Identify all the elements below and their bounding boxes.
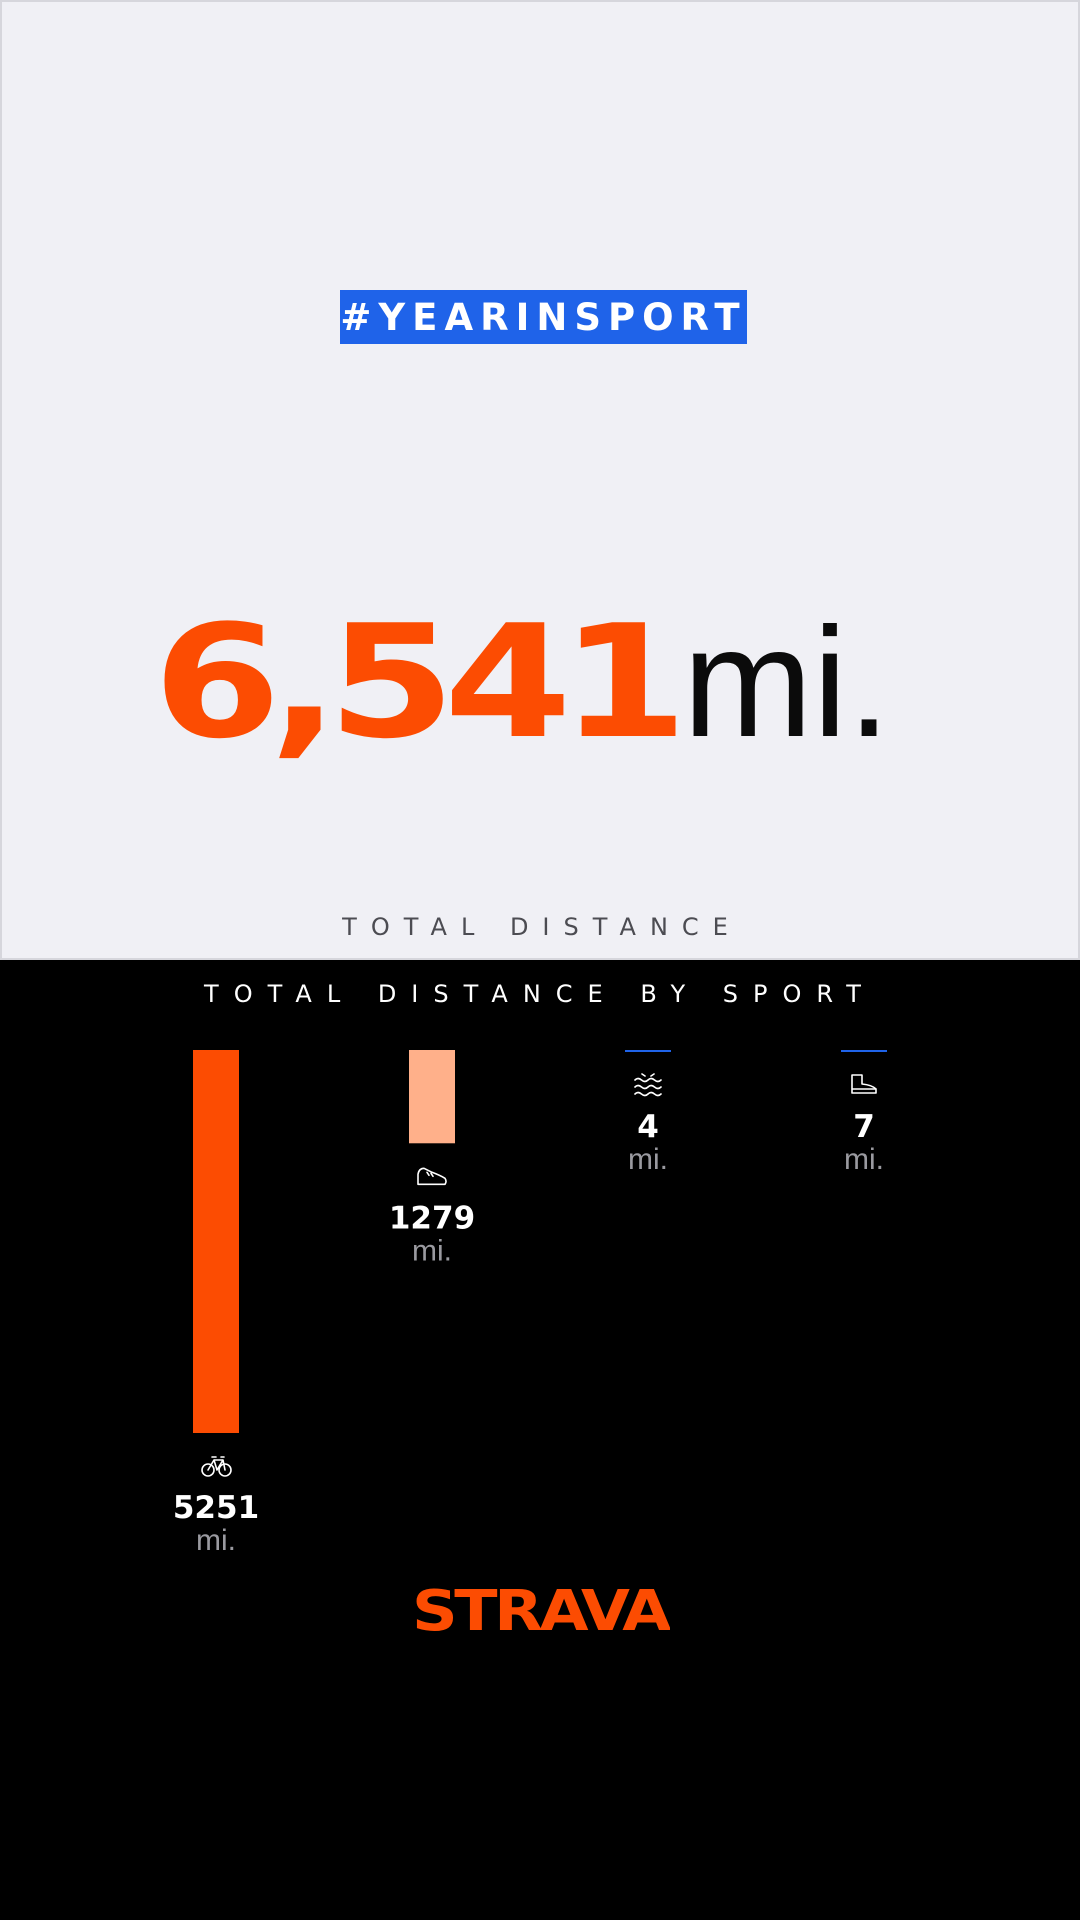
value-label-run: 1279	[389, 1200, 475, 1236]
total-distance-value: 6,541	[153, 591, 688, 773]
strava-logo: STRAVA	[410, 1579, 675, 1644]
value-label-swim: 4	[637, 1109, 659, 1145]
unit-label-run: mi.	[412, 1234, 452, 1267]
value-label-hike: 7	[853, 1109, 875, 1145]
value-label-ride: 5251	[173, 1490, 259, 1526]
bar-ride	[193, 1050, 239, 1433]
bar-swim	[625, 1050, 671, 1052]
bar-run	[409, 1050, 455, 1144]
hero-panel: #YEARINSPORT 6,541mi. TOTAL DISTANCE	[0, 0, 1080, 960]
section-divider	[0, 958, 1080, 960]
unit-label-hike: mi.	[844, 1143, 884, 1176]
unit-label-swim: mi.	[628, 1143, 668, 1176]
boot-icon	[851, 1074, 877, 1094]
bar-hike	[841, 1050, 887, 1052]
chart-title: TOTAL DISTANCE BY SPORT	[204, 980, 876, 1008]
unit-label-ride: mi.	[196, 1524, 236, 1557]
hashtag-badge: #YEARINSPORT	[340, 290, 747, 344]
total-distance-label: TOTAL DISTANCE	[342, 913, 742, 941]
bike-icon	[201, 1456, 232, 1477]
strava-logo-text: STRAVA	[412, 1582, 670, 1634]
waves-icon	[634, 1073, 662, 1097]
total-distance-hero: 6,541mi.	[2, 592, 1080, 773]
shoe-icon	[417, 1167, 447, 1186]
total-distance-unit: mi.	[682, 596, 891, 770]
